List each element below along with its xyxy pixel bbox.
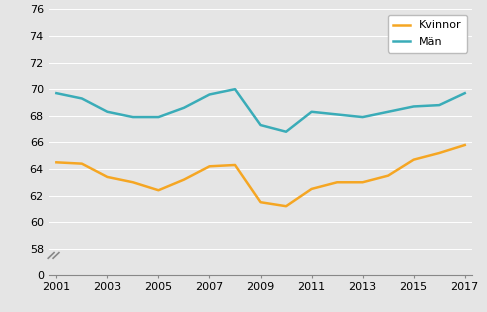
Line: Kvinnor: Kvinnor xyxy=(56,145,465,206)
Män xyxy=(309,110,315,114)
Män xyxy=(385,110,391,114)
Kvinnor xyxy=(385,174,391,178)
Kvinnor xyxy=(232,163,238,167)
Kvinnor xyxy=(105,175,111,179)
Män xyxy=(232,87,238,91)
Män xyxy=(54,91,59,95)
Kvinnor xyxy=(155,188,161,192)
Kvinnor xyxy=(309,187,315,191)
Kvinnor xyxy=(258,200,263,204)
Män xyxy=(105,110,111,114)
Kvinnor xyxy=(181,178,187,182)
Kvinnor xyxy=(283,204,289,208)
Kvinnor xyxy=(206,164,212,168)
Kvinnor xyxy=(334,180,340,184)
Män xyxy=(206,93,212,96)
Män xyxy=(258,123,263,127)
Män xyxy=(411,105,416,108)
Män xyxy=(334,113,340,116)
Män xyxy=(181,106,187,110)
Kvinnor xyxy=(411,158,416,162)
Kvinnor xyxy=(360,180,366,184)
Män xyxy=(436,103,442,107)
Män xyxy=(462,91,468,95)
Män xyxy=(360,115,366,119)
Män xyxy=(79,97,85,100)
Kvinnor xyxy=(462,143,468,147)
Män xyxy=(155,115,161,119)
Män xyxy=(130,115,136,119)
Legend: Kvinnor, Män: Kvinnor, Män xyxy=(388,15,467,53)
Män xyxy=(283,130,289,134)
Kvinnor xyxy=(436,151,442,155)
Kvinnor xyxy=(79,162,85,166)
Line: Män: Män xyxy=(56,89,465,132)
Kvinnor xyxy=(54,160,59,164)
Kvinnor xyxy=(130,180,136,184)
